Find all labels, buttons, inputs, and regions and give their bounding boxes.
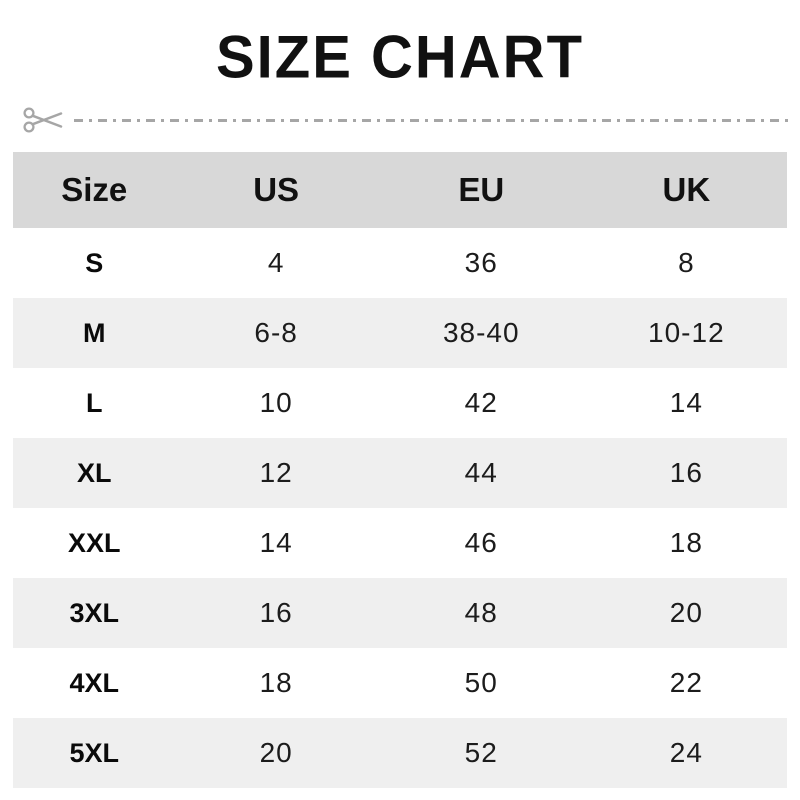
table-header-row: Size US EU UK (13, 152, 787, 228)
eu-cell: 42 (464, 387, 498, 418)
header-uk: UK (662, 171, 711, 208)
table-row: 5XL 20 52 24 (13, 718, 787, 788)
table-row: L 10 42 14 (13, 368, 787, 438)
table-row: 3XL 16 48 20 (13, 578, 787, 648)
eu-cell: 46 (464, 527, 498, 558)
uk-cell: 24 (669, 737, 703, 768)
uk-cell: 18 (669, 527, 703, 558)
uk-cell: 20 (669, 597, 703, 628)
eu-cell: 48 (464, 597, 498, 628)
size-cell: S (85, 247, 104, 278)
us-cell: 14 (259, 527, 293, 558)
uk-cell: 8 (678, 247, 695, 278)
size-cell: 4XL (69, 667, 120, 698)
size-cell: XXL (68, 527, 121, 558)
us-cell: 10 (259, 387, 293, 418)
uk-cell: 22 (669, 667, 703, 698)
us-cell: 4 (267, 247, 285, 278)
size-cell: 3XL (69, 597, 120, 628)
size-cell: XL (77, 457, 112, 488)
scissors-icon (23, 107, 63, 133)
size-cell: 5XL (69, 737, 120, 768)
eu-cell: 38-40 (442, 317, 520, 348)
cut-line (22, 102, 790, 138)
us-cell: 16 (259, 597, 293, 628)
us-cell: 6-8 (254, 317, 298, 348)
us-cell: 12 (259, 457, 293, 488)
uk-cell: 10-12 (648, 317, 725, 348)
size-table: Size US EU UK S 4 36 8 M 6-8 38-40 10-12… (13, 152, 787, 788)
table-row: XL 12 44 16 (13, 438, 787, 508)
size-cell: M (83, 317, 106, 348)
table-row: XXL 14 46 18 (13, 508, 787, 578)
eu-cell: 44 (464, 457, 498, 488)
table-row: M 6-8 38-40 10-12 (13, 298, 787, 368)
eu-cell: 52 (464, 737, 498, 768)
header-size: Size (61, 171, 128, 208)
header-us: US (253, 171, 300, 208)
uk-cell: 16 (669, 457, 703, 488)
uk-cell: 14 (669, 387, 703, 418)
page-title: SIZE CHART (216, 23, 584, 91)
us-cell: 18 (259, 667, 293, 698)
dashed-cut-line (74, 118, 790, 122)
table-row: S 4 36 8 (13, 228, 787, 298)
us-cell: 20 (259, 737, 293, 768)
eu-cell: 50 (464, 667, 498, 698)
eu-cell: 36 (464, 247, 498, 278)
table-row: 4XL 18 50 22 (13, 648, 787, 718)
size-cell: L (86, 387, 103, 418)
header-eu: EU (458, 171, 505, 208)
